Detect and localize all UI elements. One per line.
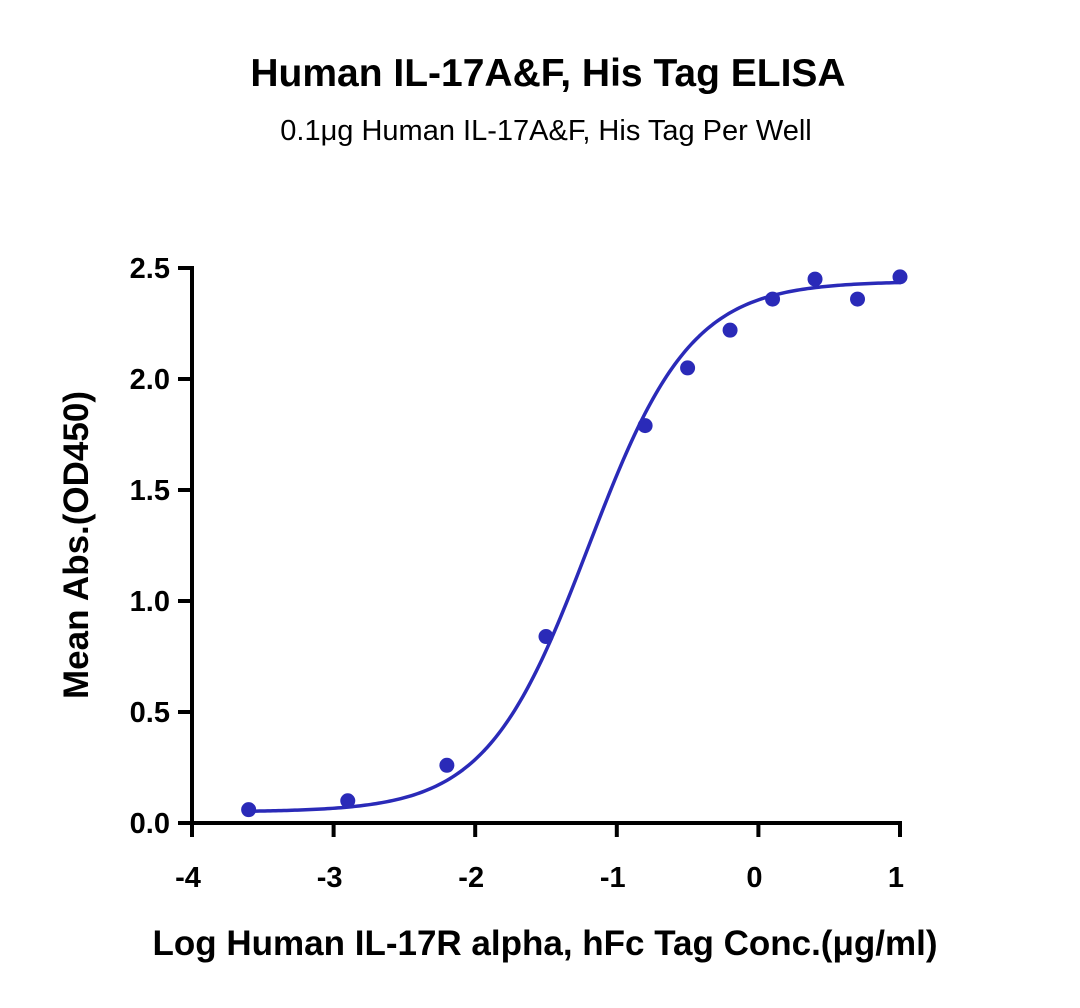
data-point xyxy=(765,291,781,307)
x-tick-label: -4 xyxy=(175,862,201,894)
chart-title: Human IL-17A&F, His Tag ELISA xyxy=(250,52,845,95)
data-point xyxy=(850,291,866,307)
data-point xyxy=(340,793,356,809)
y-tick-label: 2.0 xyxy=(130,364,170,396)
fit-curve-line xyxy=(246,280,902,813)
x-tick-label: -2 xyxy=(458,862,484,894)
y-tick-label: 0.5 xyxy=(130,697,170,729)
fit-curve-layer xyxy=(246,280,902,813)
x-axis-label: Log Human IL-17R alpha, hFc Tag Conc.(μg… xyxy=(153,924,938,963)
y-tick-label: 2.5 xyxy=(130,253,170,285)
y-tick-label: 1.5 xyxy=(130,475,170,507)
y-axis-label: Mean Abs.(OD450) xyxy=(57,391,96,699)
data-point xyxy=(241,802,257,818)
x-tick-label: -3 xyxy=(317,862,343,894)
y-tick-label: 1.0 xyxy=(130,586,170,618)
data-point xyxy=(538,629,554,645)
x-tick-label: -1 xyxy=(600,862,626,894)
data-point xyxy=(807,271,823,287)
data-point xyxy=(892,269,908,285)
data-point xyxy=(722,322,738,338)
x-axis: -4 -3 -2 -1 0 1 xyxy=(175,821,904,894)
y-axis: 0.0 0.5 1.0 1.5 2.0 2.5 xyxy=(130,253,194,840)
data-points-layer xyxy=(241,269,908,818)
x-tick-label: 1 xyxy=(888,862,904,894)
x-tick-label: 0 xyxy=(746,862,762,894)
data-point xyxy=(637,418,653,434)
chart-subtitle: 0.1μg Human IL-17A&F, His Tag Per Well xyxy=(280,115,811,147)
data-point xyxy=(680,360,696,376)
y-tick-label: 0.0 xyxy=(130,808,170,840)
data-point xyxy=(439,757,455,773)
